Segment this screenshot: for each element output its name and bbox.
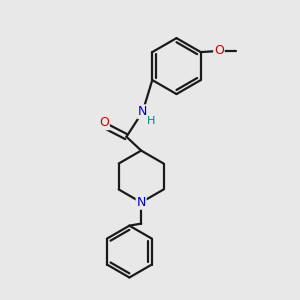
Text: H: H bbox=[147, 116, 156, 126]
Text: O: O bbox=[99, 116, 109, 129]
Text: N: N bbox=[138, 105, 147, 118]
Text: N: N bbox=[136, 196, 146, 209]
Text: O: O bbox=[214, 44, 224, 57]
